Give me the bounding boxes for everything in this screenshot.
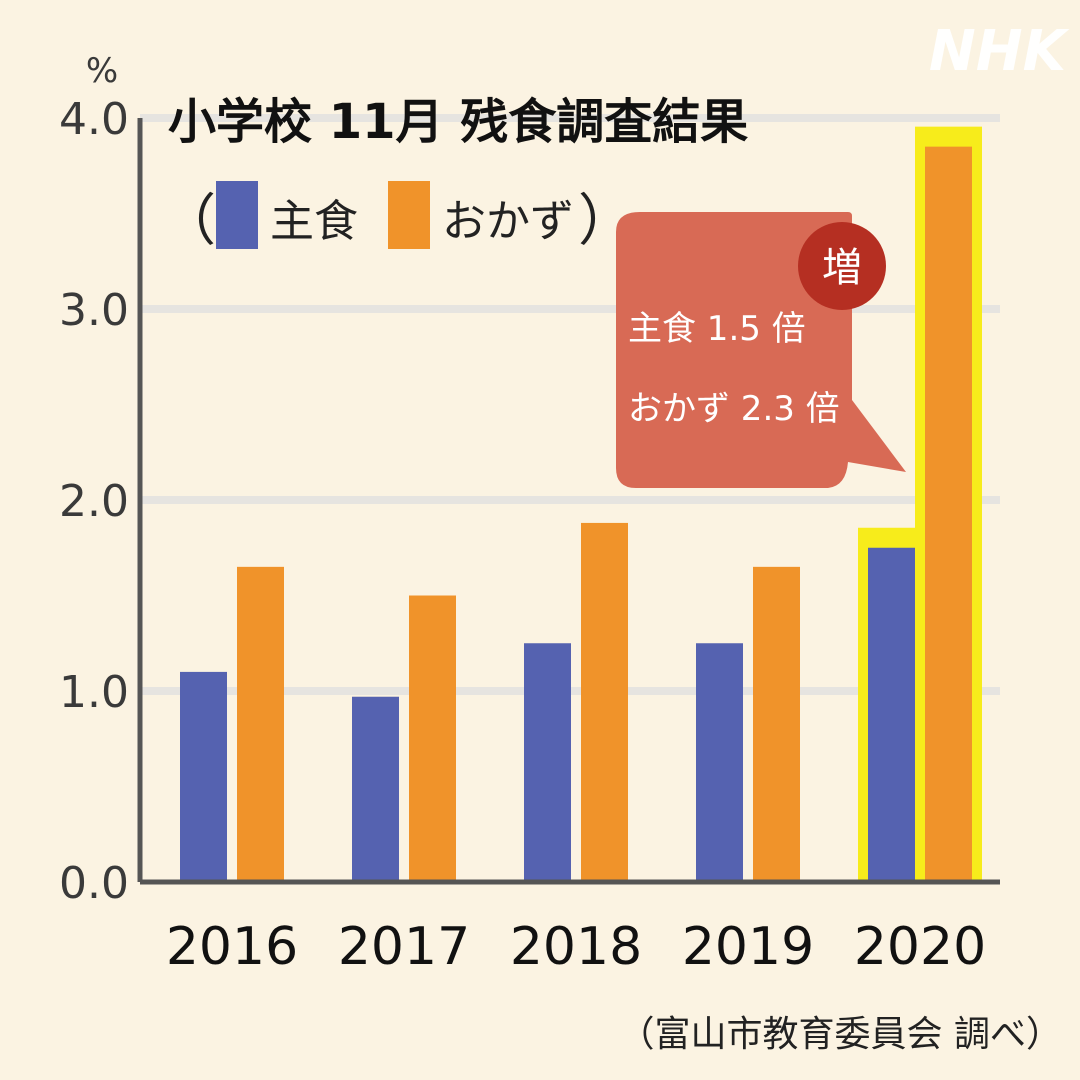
bar-side-2020 bbox=[925, 146, 972, 882]
x-tick-label: 2020 bbox=[854, 917, 986, 977]
y-unit-label: % bbox=[86, 51, 118, 91]
increase-badge-label: 増 bbox=[822, 245, 862, 291]
x-tick-label: 2018 bbox=[510, 917, 642, 977]
y-tick-labels: 0.0 1.0 2.0 3.0 4.0 bbox=[59, 94, 129, 909]
y-tick-label: 1.0 bbox=[59, 667, 129, 718]
bar-staple-2019 bbox=[696, 643, 743, 882]
chart-title: 小学校 11月 残食調査結果 bbox=[168, 94, 748, 150]
x-tick-label: 2017 bbox=[338, 917, 470, 977]
bar-side-2017 bbox=[409, 595, 456, 882]
bar-side-2018 bbox=[581, 522, 628, 882]
callout-line-side: おかず 2.3 倍 bbox=[628, 389, 840, 429]
bar-side-2016 bbox=[237, 566, 284, 882]
legend-open-paren: （ bbox=[160, 189, 216, 254]
callout: 主食 1.5 倍 おかず 2.3 倍 増 bbox=[616, 212, 906, 488]
bar-staple-2016 bbox=[180, 671, 227, 882]
y-tick-label: 3.0 bbox=[59, 285, 129, 336]
nhk-logo: NHK bbox=[929, 19, 1070, 84]
callout-line-staple: 主食 1.5 倍 bbox=[628, 309, 806, 349]
y-tick-label: 0.0 bbox=[59, 858, 129, 909]
source-note: （富山市教育委員会 調べ） bbox=[619, 1014, 1062, 1055]
x-tick-label: 2019 bbox=[682, 917, 814, 977]
y-tick-label: 2.0 bbox=[59, 476, 129, 527]
legend: （ 主食 おかず ） bbox=[160, 181, 634, 254]
legend-label-staple: 主食 bbox=[270, 196, 358, 247]
legend-swatch-side bbox=[388, 181, 430, 249]
bar-staple-2020 bbox=[868, 547, 915, 882]
bar-side-2019 bbox=[753, 566, 800, 882]
bars bbox=[180, 146, 972, 882]
legend-label-side: おかず bbox=[442, 196, 574, 247]
legend-swatch-staple bbox=[216, 181, 258, 249]
x-tick-label: 2016 bbox=[166, 917, 298, 977]
bar-staple-2018 bbox=[524, 643, 571, 882]
increase-badge bbox=[798, 222, 886, 310]
bar-staple-2017 bbox=[352, 696, 399, 882]
x-tick-labels: 2016 2017 2018 2019 2020 bbox=[166, 917, 986, 977]
y-tick-label: 4.0 bbox=[59, 94, 129, 145]
